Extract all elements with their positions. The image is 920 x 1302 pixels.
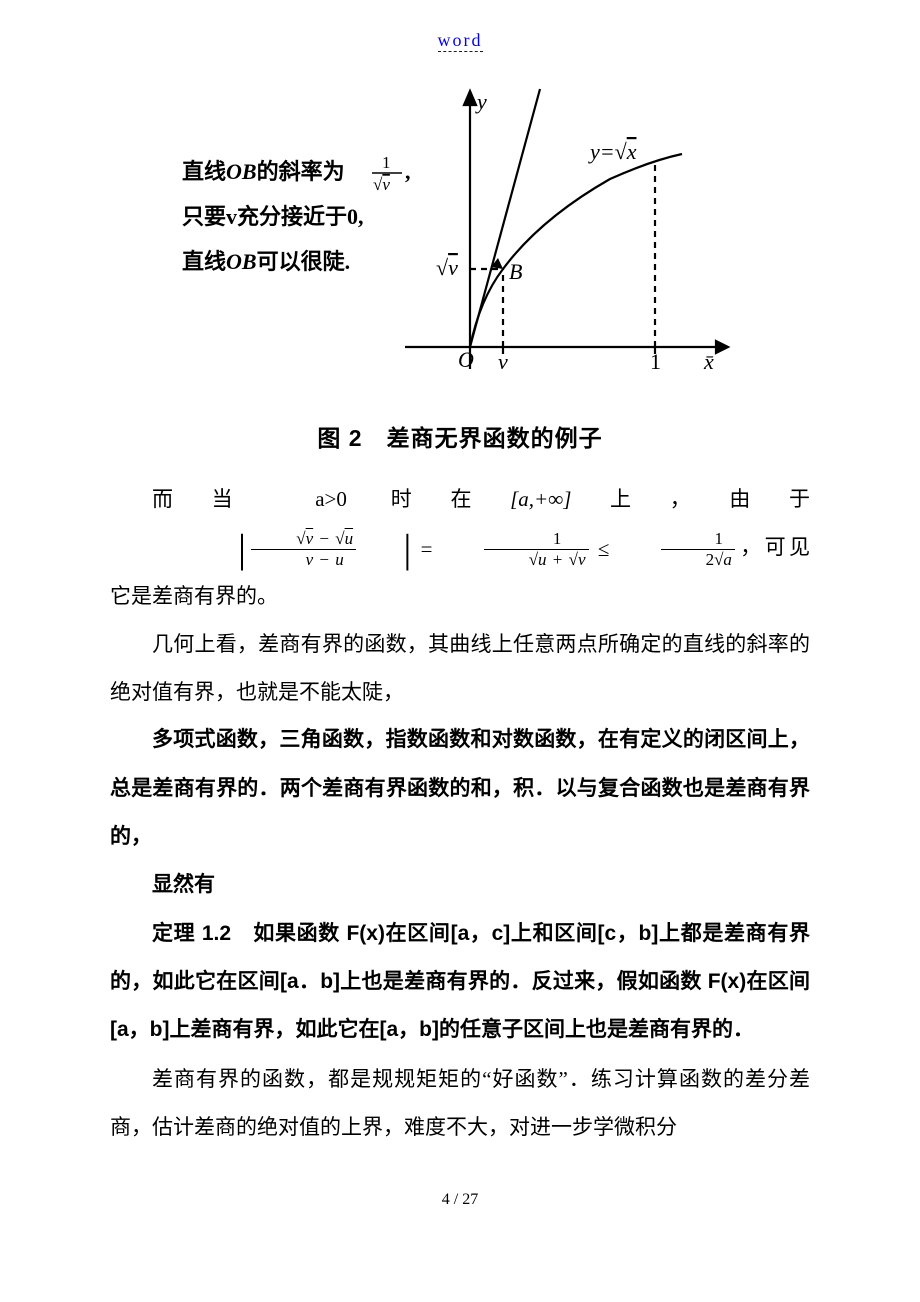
annot-line-1: 直线OB的斜率为 <box>182 159 345 184</box>
document-page: word O <box>0 0 920 1249</box>
eq-expression: | √v − √u v − u | = 1 √u + √v ≤ 1 2√a <box>110 529 737 570</box>
page-total: 27 <box>462 1191 478 1208</box>
tick-1-label: 1 <box>650 349 661 374</box>
eq1-num: 1 <box>484 529 589 550</box>
annot-line-1b: , <box>405 159 411 184</box>
eq-interval: [a,+∞] <box>510 487 571 511</box>
eq-prefix: 而当 a>0 时在 <box>152 487 510 511</box>
page-number: 4 / 27 <box>110 1191 810 1209</box>
annot-frac-num: 1 <box>382 153 391 172</box>
annot-line-2: 只要v充分接近于0, <box>182 204 364 229</box>
para-good-function: 差商有界的函数，都是规规矩矩的“好函数”．练习计算函数的差分差商，估计差商的绝对… <box>110 1055 810 1152</box>
figure-2: O v 1 x̄ y B y=√x √v 直线OB的斜率为 1 √v , 只要v… <box>110 69 810 394</box>
figure-caption: 图 2 差商无界函数的例子 <box>110 419 810 453</box>
origin-label: O <box>458 347 474 372</box>
line-ob <box>470 89 540 347</box>
y-axis-arrow <box>464 91 476 105</box>
para-equation: 而当 a>0 时在[a,+∞]上，由于 | √v − √u v − u | = … <box>110 475 810 620</box>
para-geometric: 几何上看，差商有界的函数，其曲线上任意两点所确定的直线的斜率的绝对值有界，也就是… <box>110 620 810 717</box>
x-axis-arrow <box>716 341 728 353</box>
figure-caption-prefix: 图 2 <box>317 425 362 451</box>
figure-svg: O v 1 x̄ y B y=√x √v 直线OB的斜率为 1 √v , 只要v… <box>180 69 740 389</box>
para-polynomial: 多项式函数，三角函数，指数函数和对数函数，在有定义的闭区间上，总是差商有界的．两… <box>110 716 810 861</box>
sqrt-curve <box>470 154 682 347</box>
x-axis-label: x̄ <box>703 349 714 374</box>
figure-caption-text: 差商无界函数的例子 <box>387 425 603 451</box>
point-b-label: B <box>509 259 522 284</box>
page-sep: / <box>450 1191 462 1208</box>
annot-frac-den: √v <box>373 175 390 194</box>
eq-mid: 上，由于 <box>571 487 810 511</box>
para-theorem: 定理 1.2 如果函数 F(x)在区间[a，c]上和区间[c，b]上都是差商有界… <box>110 910 810 1055</box>
header-link-text[interactable]: word <box>438 30 483 52</box>
annot-line-3: 直线OB可以很陡. <box>182 249 350 274</box>
y-axis-label: y <box>475 89 487 114</box>
theorem-label: 定理 1.2 <box>152 922 253 945</box>
curve-label: y=√x <box>588 139 637 164</box>
header-link[interactable]: word <box>110 30 810 51</box>
sqrt-v-label: √v <box>436 255 458 280</box>
para-obvious: 显然有 <box>110 861 810 909</box>
page-current: 4 <box>442 1191 450 1208</box>
tick-v-label: v <box>498 349 508 374</box>
leq-num: 1 <box>661 529 735 550</box>
